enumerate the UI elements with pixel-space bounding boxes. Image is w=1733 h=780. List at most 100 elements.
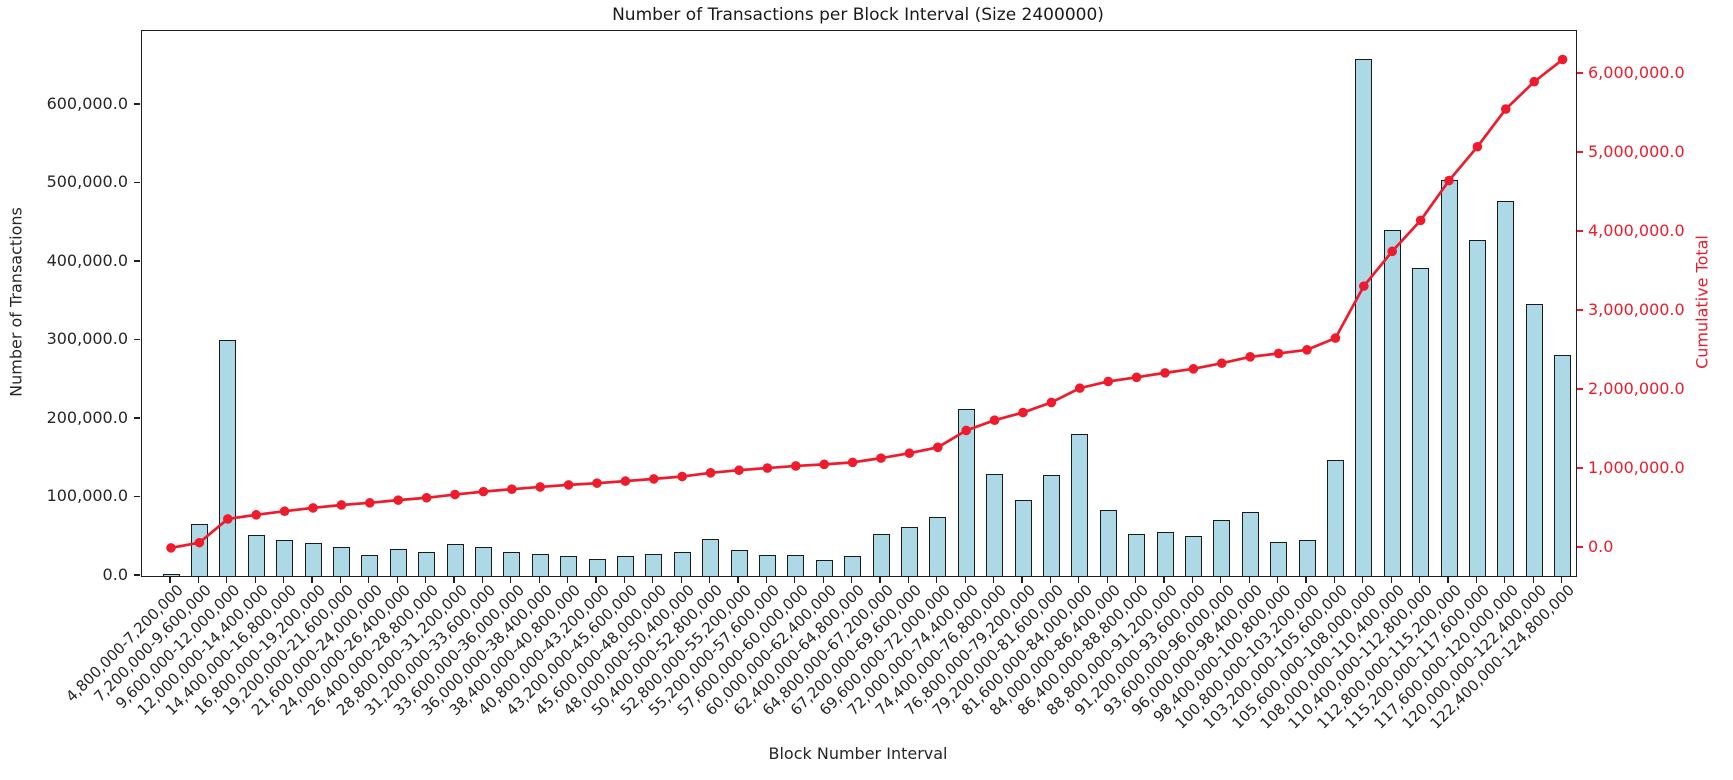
bar [1412, 268, 1430, 576]
y-tick-left [134, 103, 140, 105]
bar [1383, 230, 1401, 576]
y-tick-label-left: 400,000.0 [46, 250, 128, 270]
bar [815, 560, 833, 576]
bar [872, 533, 890, 576]
x-tick [424, 576, 427, 583]
chart-title: Number of Transactions per Block Interva… [612, 5, 1104, 25]
bar [957, 408, 975, 576]
x-tick [1532, 576, 1534, 583]
cumulative-point [734, 465, 744, 476]
bar [1241, 512, 1259, 576]
cumulative-point [1046, 397, 1057, 408]
x-tick [339, 576, 342, 583]
x-tick [1134, 576, 1137, 583]
x-tick [822, 576, 824, 583]
x-tick [254, 576, 256, 583]
bar [730, 550, 748, 576]
cumulative-line-layer [166, 54, 1568, 553]
x-tick [1106, 576, 1108, 583]
y-tick-left [134, 181, 140, 184]
cumulative-point [194, 537, 205, 548]
bar [474, 546, 492, 576]
cumulative-point [1018, 407, 1028, 418]
y-tick-right [1576, 230, 1583, 232]
cumulative-point [279, 506, 290, 517]
cumulative-point [876, 453, 886, 463]
x-tick [226, 576, 228, 583]
x-tick [1333, 576, 1336, 583]
bar [1014, 499, 1032, 576]
x-tick [964, 576, 966, 583]
y-tick-left [134, 417, 140, 419]
x-tick [595, 576, 597, 583]
y-tick-label-left: 600,000.0 [46, 93, 128, 113]
cumulative-point [1472, 141, 1483, 152]
y-tick-label-right: 5,000,000.0 [1588, 141, 1685, 161]
y-tick-right [1576, 546, 1583, 548]
x-tick [311, 576, 313, 583]
bar [1071, 433, 1089, 576]
x-tick [1276, 576, 1279, 583]
x-tick [680, 576, 682, 583]
bar [787, 554, 805, 576]
cumulative-point [961, 425, 971, 436]
x-tick [197, 576, 200, 583]
cumulative-point [904, 448, 915, 459]
bar [588, 558, 606, 576]
bar [986, 473, 1004, 576]
cumulative-point [478, 486, 489, 497]
cumulative-point [1273, 348, 1284, 359]
cumulative-point [251, 510, 261, 520]
cumulative-point [166, 543, 176, 553]
bar [1554, 355, 1572, 576]
cumulative-point [1131, 372, 1142, 383]
y-tick-right [1576, 309, 1583, 311]
cumulative-point [933, 442, 943, 453]
x-tick [992, 576, 995, 583]
bar [1468, 239, 1486, 576]
bar [758, 554, 776, 576]
cumulative-point [336, 500, 347, 510]
bar [1128, 534, 1146, 576]
cumulative-point [989, 415, 1000, 425]
cumulative-point [1387, 246, 1397, 257]
cumulative-point [1217, 358, 1227, 369]
cumulative-point [1501, 104, 1511, 114]
x-tick [1560, 576, 1563, 583]
bar [361, 554, 379, 576]
bar [1042, 475, 1060, 576]
x-tick [879, 576, 881, 583]
cumulative-point [791, 461, 801, 471]
cumulative-point [507, 484, 517, 494]
y-tick-left [134, 574, 140, 576]
bar [616, 555, 634, 576]
y-tick-left [134, 260, 140, 262]
bar [645, 554, 663, 576]
x-tick [1447, 576, 1449, 583]
x-tick [1305, 576, 1307, 583]
cumulative-point [1160, 368, 1170, 378]
y-tick-label-right: 0.0 [1588, 537, 1614, 557]
cumulative-point [1330, 333, 1341, 343]
y-axis-title-right: Cumulative Total [1692, 235, 1712, 369]
bar [1298, 539, 1316, 576]
cumulative-point [1188, 364, 1199, 374]
x-tick [1220, 576, 1222, 583]
cumulative-point [620, 476, 631, 486]
cumulative-point [563, 480, 574, 490]
bar [446, 543, 464, 576]
x-tick [1390, 576, 1392, 583]
cumulative-point [1557, 54, 1568, 65]
cumulative-point [421, 492, 432, 503]
cumulative-point [1075, 383, 1085, 393]
cumulative-point [308, 503, 318, 513]
bar [190, 524, 208, 576]
x-tick [1021, 576, 1023, 583]
plot-area [141, 30, 1577, 577]
bar [560, 555, 578, 576]
y-tick-label-left: 0.0 [102, 565, 128, 584]
bar [332, 546, 350, 576]
x-tick [850, 576, 853, 583]
cumulative-point [705, 468, 716, 478]
